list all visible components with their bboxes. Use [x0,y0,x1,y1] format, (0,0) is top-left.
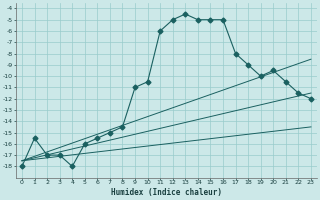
X-axis label: Humidex (Indice chaleur): Humidex (Indice chaleur) [111,188,222,197]
